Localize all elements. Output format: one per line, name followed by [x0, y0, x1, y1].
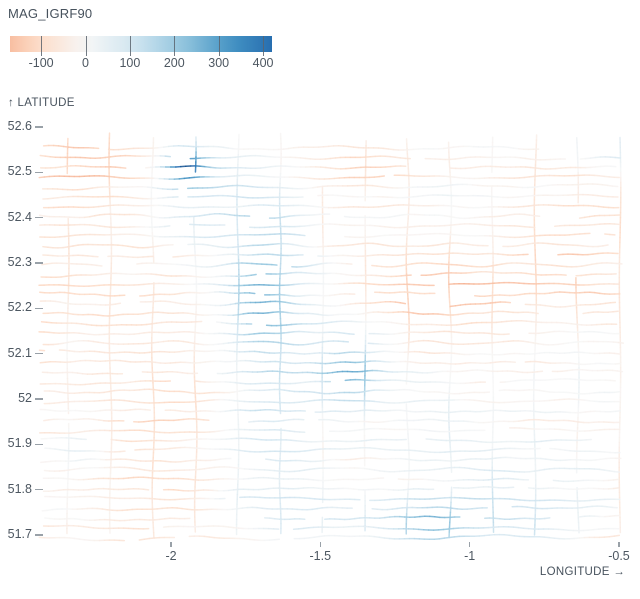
y-tick-mark — [35, 216, 43, 219]
y-tick-mark — [35, 352, 43, 355]
x-tick-label: -1 — [464, 549, 476, 563]
x-axis-label: LONGITUDE → — [539, 566, 625, 578]
y-tick-label: 52.3 — [7, 255, 32, 269]
y-tick-mark — [35, 488, 43, 491]
color-legend-gradient-bar — [10, 36, 272, 52]
y-tick-label: 51.8 — [7, 481, 32, 496]
legend-tick-label: 0 — [82, 56, 89, 70]
legend-tick-mark — [41, 36, 43, 56]
legend-tick-mark — [129, 36, 131, 56]
legend-tick-label: 100 — [119, 56, 141, 70]
y-tick-mark — [35, 262, 43, 264]
chart-title: MAG_IGRF90 — [8, 6, 93, 21]
y-tick-label: 52.2 — [7, 300, 32, 315]
y-tick-mark — [35, 534, 43, 536]
y-tick-mark — [35, 443, 43, 446]
y-tick-mark — [35, 126, 43, 128]
y-tick-label: 52 — [18, 391, 32, 405]
y-tick-label: 51.7 — [7, 527, 32, 541]
x-tick-label: -0.5 — [608, 549, 630, 563]
x-tick-mark — [170, 542, 172, 547]
x-tick-label: -2 — [165, 549, 177, 563]
legend-tick-mark — [218, 36, 220, 56]
y-tick-label: 52.5 — [7, 164, 32, 179]
y-tick-label: 52.1 — [7, 345, 32, 360]
y-tick-mark — [35, 398, 43, 400]
y-tick-label: 52.6 — [7, 119, 32, 133]
legend-tick-mark — [174, 36, 176, 56]
x-tick-label: -1.5 — [309, 549, 332, 563]
x-tick-mark — [618, 542, 620, 547]
legend-tick-label: -100 — [28, 56, 54, 70]
legend-tick-label: 400 — [252, 56, 274, 70]
legend-tick-label: 200 — [163, 56, 185, 70]
legend-tick-mark — [263, 36, 265, 56]
legend-tick-label: 300 — [208, 56, 230, 70]
y-tick-label: 52.4 — [7, 209, 32, 224]
y-axis-label: ↑ LATITUDE — [8, 97, 75, 109]
legend-tick-mark — [85, 36, 87, 56]
x-tick-mark — [468, 542, 471, 547]
y-tick-mark — [35, 307, 43, 310]
y-tick-mark — [35, 171, 43, 174]
y-tick-label: 51.9 — [7, 436, 32, 451]
x-tick-mark — [319, 542, 322, 547]
